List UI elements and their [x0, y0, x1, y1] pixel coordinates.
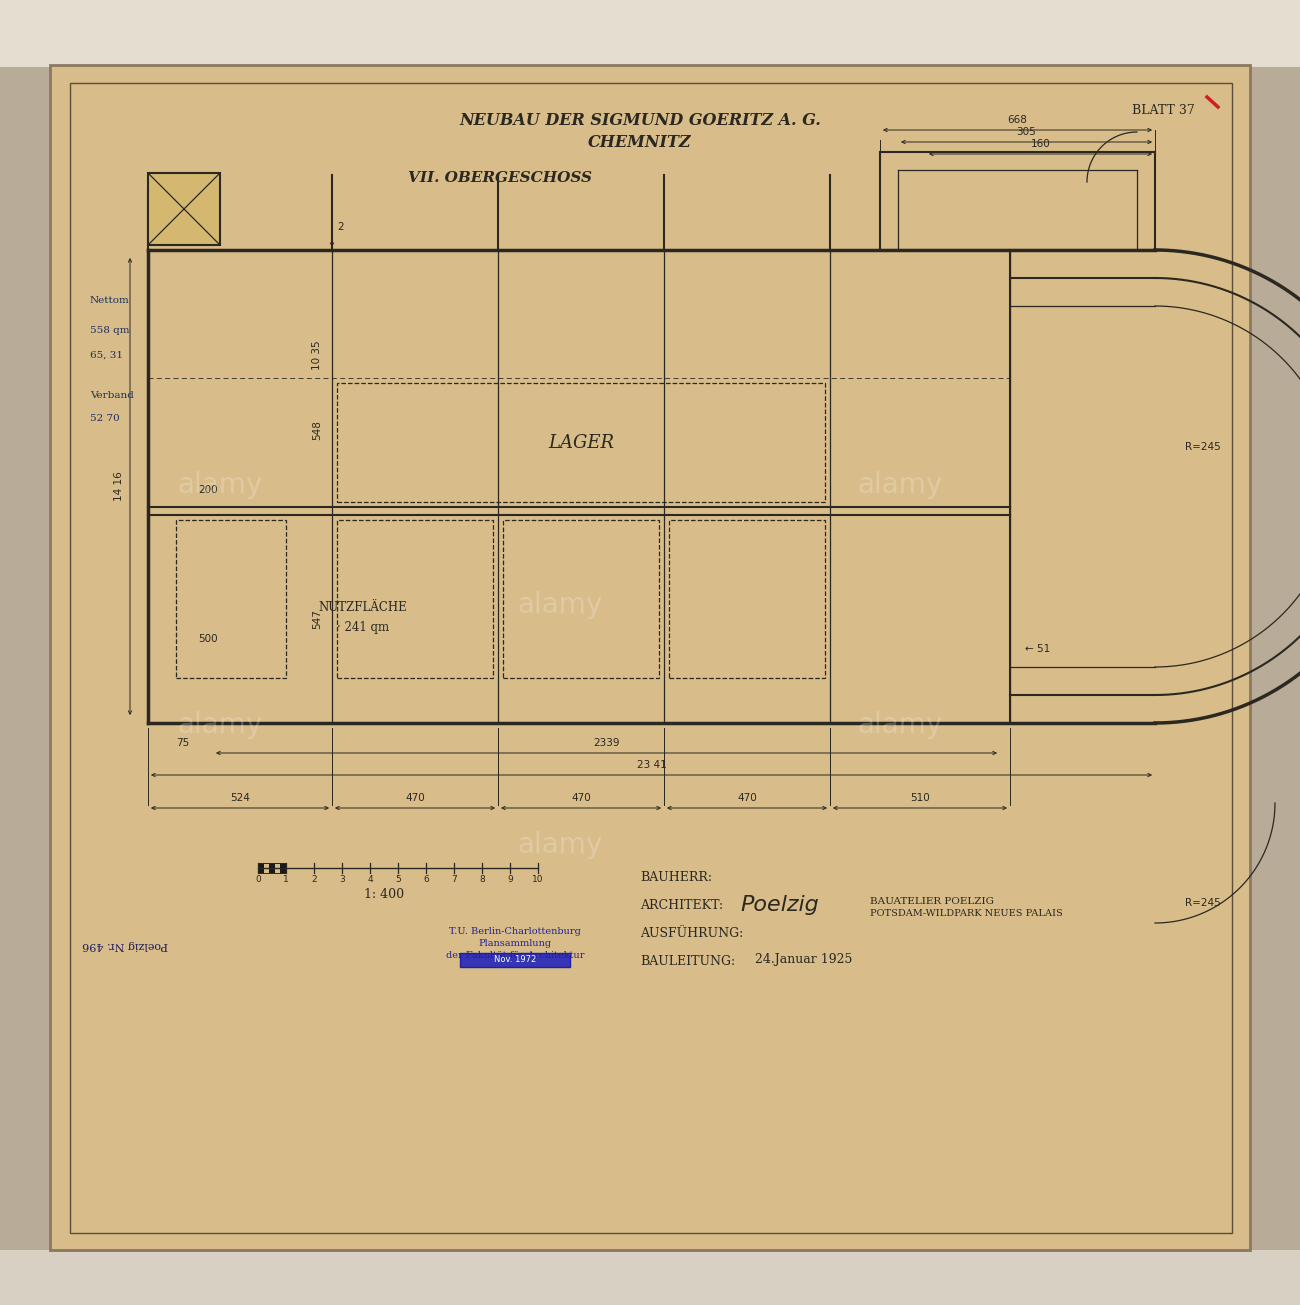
Bar	[176, 519, 286, 679]
Text: alamy: alamy	[858, 471, 942, 499]
Text: 75: 75	[177, 739, 190, 748]
Text: CHEMNITZ: CHEMNITZ	[588, 133, 692, 150]
Text: R=245: R=245	[1186, 441, 1221, 452]
Text: 500: 500	[198, 634, 218, 643]
Text: BAULEITUNG:: BAULEITUNG:	[640, 955, 734, 968]
Text: 1: 1	[283, 874, 289, 883]
Bar	[670, 519, 826, 679]
Bar	[70, 84, 1232, 1233]
Text: 24.Januar 1925: 24.Januar 1925	[755, 953, 853, 966]
Text: 160: 160	[1031, 140, 1050, 149]
Text: T.U. Berlin-Charlottenburg: T.U. Berlin-Charlottenburg	[448, 927, 581, 936]
Text: Verband: Verband	[90, 390, 134, 399]
Text: 1: 400: 1: 400	[364, 887, 404, 900]
Text: alamy: alamy	[517, 591, 603, 619]
Text: 4: 4	[367, 874, 373, 883]
Bar	[503, 519, 659, 679]
Text: 3: 3	[339, 874, 344, 883]
Text: BAUHERR:: BAUHERR:	[640, 870, 712, 883]
Text: 10: 10	[532, 874, 543, 883]
Bar	[460, 953, 569, 967]
Bar	[269, 863, 274, 873]
Text: 52 70: 52 70	[90, 414, 120, 423]
Bar	[337, 519, 493, 679]
Text: alamy: alamy	[177, 471, 263, 499]
Text: 524: 524	[230, 793, 250, 803]
Text: Poelzig: Poelzig	[740, 895, 819, 915]
Text: ← 51: ← 51	[1024, 643, 1050, 654]
Text: 6: 6	[422, 874, 429, 883]
Bar	[0, 1250, 1300, 1305]
Text: 510: 510	[910, 793, 929, 803]
Text: 10 35: 10 35	[312, 341, 322, 369]
Text: der Fakultät für Architektur: der Fakultät für Architektur	[446, 951, 584, 960]
Text: 23 41: 23 41	[637, 760, 667, 770]
Text: 470: 470	[406, 793, 425, 803]
Bar	[274, 863, 281, 873]
Text: Poelzig Nr. 496: Poelzig Nr. 496	[82, 940, 168, 950]
Text: 9: 9	[507, 874, 514, 883]
Text: 470: 470	[737, 793, 757, 803]
Text: LAGER: LAGER	[549, 433, 614, 452]
Bar	[0, 0, 1300, 67]
Text: alamy: alamy	[177, 711, 263, 739]
Text: 2: 2	[337, 222, 343, 232]
Text: Nettom: Nettom	[90, 295, 130, 304]
Text: Nov. 1972: Nov. 1972	[494, 955, 536, 964]
Text: 470: 470	[571, 793, 592, 803]
Text: AUSFÜHRUNG:: AUSFÜHRUNG:	[640, 927, 744, 940]
Text: 0: 0	[255, 874, 261, 883]
Bar	[257, 863, 264, 873]
Text: 8: 8	[480, 874, 485, 883]
Text: 668: 668	[1008, 115, 1027, 125]
Text: 305: 305	[1017, 127, 1036, 137]
Text: 7: 7	[451, 874, 456, 883]
Text: alamy: alamy	[858, 711, 942, 739]
Text: 5: 5	[395, 874, 400, 883]
Text: 547: 547	[312, 609, 322, 629]
Text: 200: 200	[198, 485, 218, 495]
Text: Plansammlung: Plansammlung	[478, 940, 551, 947]
Text: POTSDAM-WILDPARK NEUES PALAIS: POTSDAM-WILDPARK NEUES PALAIS	[870, 910, 1062, 917]
Text: 14 16: 14 16	[114, 471, 124, 501]
Text: 548: 548	[312, 420, 322, 440]
Text: NEUBAU DER SIGMUND GOERITZ A. G.: NEUBAU DER SIGMUND GOERITZ A. G.	[459, 111, 820, 128]
Text: 2339: 2339	[593, 739, 620, 748]
Text: VII. OBERGESCHOSS: VII. OBERGESCHOSS	[408, 171, 592, 185]
Text: NUTZFLÄCHE: NUTZFLÄCHE	[318, 600, 407, 613]
Text: R=245: R=245	[1186, 898, 1221, 908]
Bar	[264, 863, 269, 873]
Bar	[148, 174, 220, 245]
Text: BLATT 37: BLATT 37	[1132, 103, 1195, 116]
Text: · 241 qm: · 241 qm	[337, 620, 389, 633]
Text: 65, 31: 65, 31	[90, 351, 124, 359]
Text: 2: 2	[311, 874, 317, 883]
Bar	[337, 382, 826, 502]
Text: BAUATELIER POELZIG: BAUATELIER POELZIG	[870, 897, 994, 906]
Text: ARCHITEKT:: ARCHITEKT:	[640, 899, 723, 912]
Text: alamy: alamy	[517, 831, 603, 859]
Text: 558 qm: 558 qm	[90, 325, 130, 334]
Bar	[281, 863, 286, 873]
